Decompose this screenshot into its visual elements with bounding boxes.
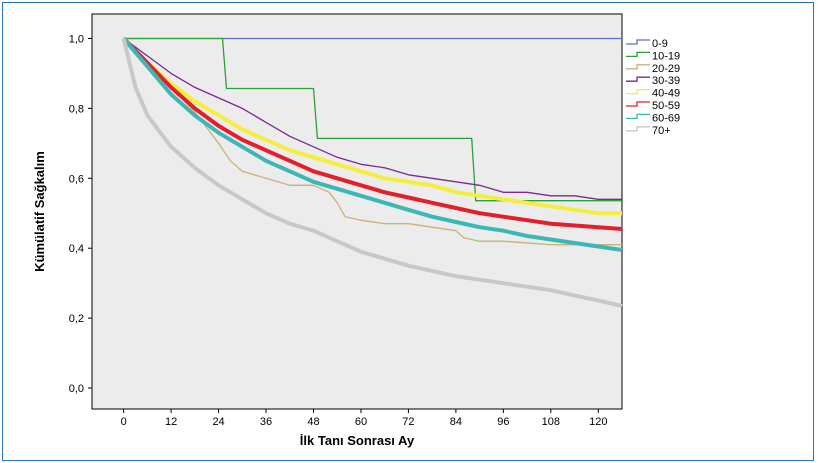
series-line-40-49 [122, 37, 622, 216]
x-tick-label: 36 [260, 416, 272, 428]
legend-swatch-50-59 [626, 101, 650, 107]
x-tick-label: 84 [450, 416, 462, 428]
axes-group: 0 12 24 36 48 60 72 84 96 108 120 0,0 0,2 0,4 0,6 0,8 1,… [69, 33, 608, 428]
y-tick-label: 0,8 [69, 103, 84, 115]
y-tick-label: 0,6 [69, 173, 84, 185]
legend-label-20-29: 20-29 [652, 63, 680, 75]
x-tick-label: 60 [355, 416, 367, 428]
legend-label-50-59: 50-59 [652, 100, 680, 112]
legend-swatch-20-29 [626, 64, 650, 70]
y-tick-label: 0,0 [69, 383, 84, 395]
series-line-60-69 [122, 37, 623, 252]
legend-label-0-9: 0-9 [652, 38, 668, 50]
series-line-30-39 [123, 37, 622, 200]
x-tick-label: 108 [542, 416, 560, 428]
y-tick-label: 1,0 [69, 33, 84, 45]
series-line-10-19 [123, 37, 622, 202]
x-tick-label: 0 [121, 416, 127, 428]
x-axis-title: İlk Tanı Sonrası Ay [300, 433, 415, 448]
legend-label-70+: 70+ [652, 125, 671, 137]
y-tick-label: 0,2 [69, 313, 84, 325]
series-line-50-59 [122, 37, 623, 231]
series-line-20-29 [123, 38, 622, 246]
legend-swatch-60-69 [626, 113, 650, 120]
x-tick-label: 48 [307, 416, 319, 428]
legend-label-30-39: 30-39 [652, 75, 680, 87]
x-tick-label: 120 [589, 416, 607, 428]
legend-swatch-40-49 [626, 88, 650, 95]
series-line-70+ [121, 38, 623, 308]
legend-label-10-19: 10-19 [652, 50, 680, 62]
y-axis-title: Kümülatif Sağkalım [32, 151, 47, 272]
x-tick-label: 72 [402, 416, 414, 428]
plot-area [91, 13, 623, 410]
legend-label-60-69: 60-69 [652, 112, 680, 124]
x-tick-label: 24 [212, 416, 224, 428]
curves-group [121, 37, 623, 308]
x-tick-label: 96 [497, 416, 509, 428]
legend-label-40-49: 40-49 [652, 88, 680, 100]
legend-swatch-70+ [626, 126, 650, 132]
legend-swatch-30-39 [626, 76, 650, 82]
legend-swatch-10-19 [626, 51, 650, 58]
legend-swatch-0-9 [626, 39, 650, 45]
y-tick-label: 0,4 [69, 243, 84, 255]
x-tick-label: 12 [165, 416, 177, 428]
